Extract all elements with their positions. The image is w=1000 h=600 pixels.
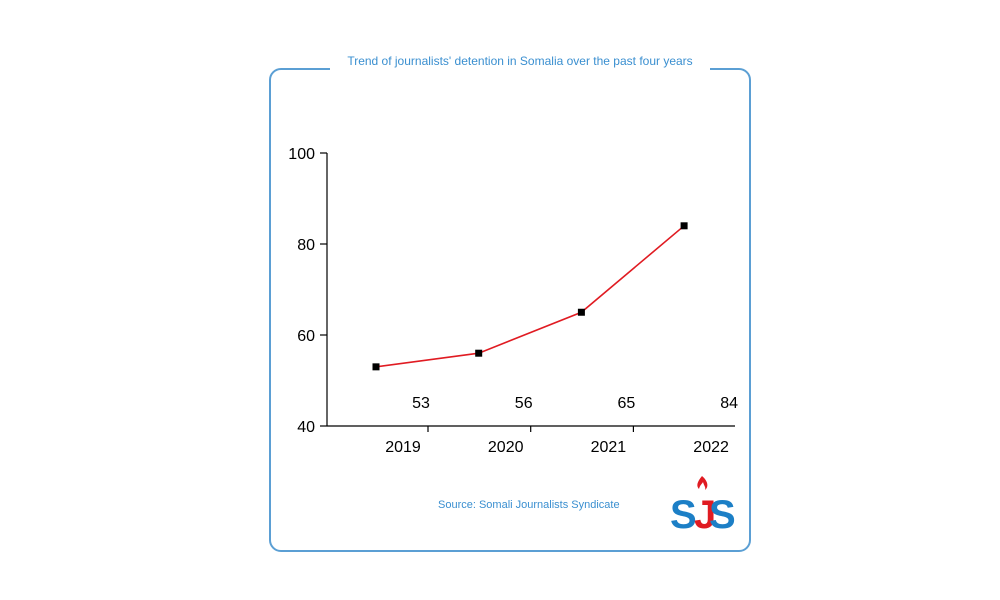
data-point: [475, 349, 483, 357]
y-tick-label: 60: [297, 328, 315, 345]
data-label: 53: [412, 395, 430, 412]
x-tick-label: 2020: [488, 439, 524, 456]
logo-letter-s2: S: [709, 493, 736, 537]
series-line: [375, 225, 685, 368]
y-tick-label: 80: [297, 237, 315, 254]
y-ticks: 40 60 80 100: [288, 146, 327, 436]
data-label: 56: [515, 395, 533, 412]
y-tick-label: 100: [288, 146, 315, 163]
x-tick-label: 2019: [385, 439, 421, 456]
source-note: Source: Somali Journalists Syndicate: [438, 499, 620, 511]
data-labels: 53 56 65 84: [412, 395, 738, 412]
data-markers: [372, 222, 688, 371]
data-point: [372, 363, 380, 371]
x-tick-labels: 2019 2020 2021 2022: [385, 439, 729, 456]
logo-letter-j: J: [694, 493, 716, 537]
data-label: 65: [618, 395, 636, 412]
sjs-logo: S J S: [670, 476, 736, 537]
data-point: [577, 308, 585, 316]
x-ticks: [427, 426, 635, 432]
logo-letter-s1: S: [670, 493, 697, 537]
x-tick-label: 2021: [591, 439, 627, 456]
data-point: [680, 222, 688, 230]
chart-title: Trend of journalists' detention in Somal…: [330, 52, 710, 70]
flame-icon: [697, 476, 708, 490]
y-tick-label: 40: [297, 419, 315, 436]
x-tick-label: 2022: [693, 439, 729, 456]
data-label: 84: [720, 395, 738, 412]
